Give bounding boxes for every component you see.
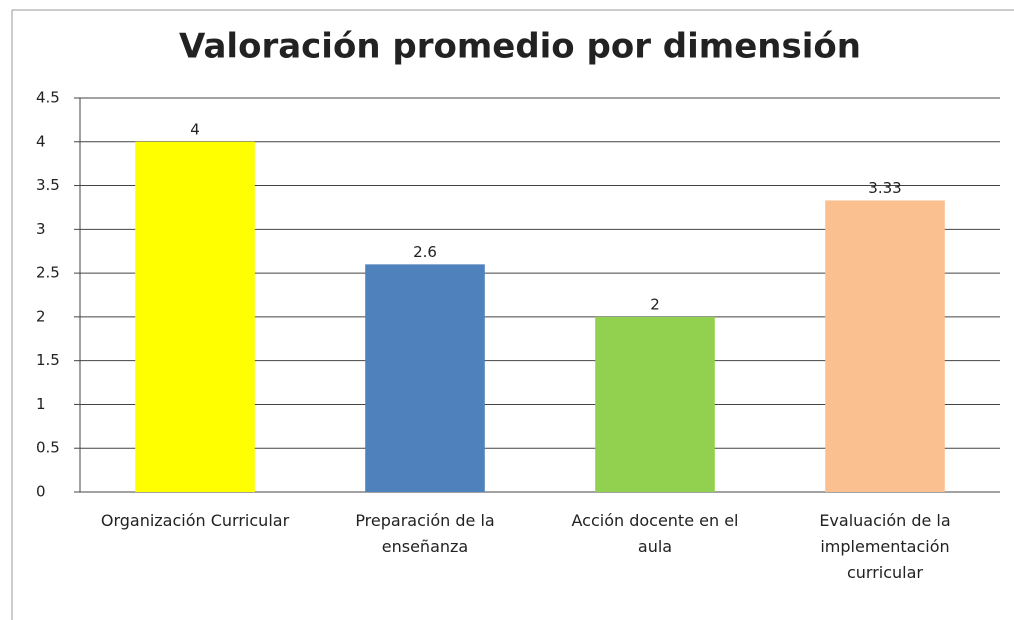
data-label: 2 — [650, 295, 660, 313]
data-label: 2.6 — [413, 243, 437, 261]
x-tick-label: Acción docente en el aula — [571, 511, 739, 556]
y-tick-label: 3 — [36, 220, 46, 238]
y-tick-label: 1.5 — [36, 351, 60, 369]
chart-title: Valoración promedio por dimensión — [179, 27, 861, 67]
y-tick-label: 1 — [36, 395, 46, 413]
y-tick-label: 0.5 — [36, 439, 60, 457]
x-tick-label: Preparación de la enseñanza — [355, 511, 495, 556]
y-tick-label: 4 — [36, 132, 46, 150]
data-label: 3.33 — [868, 179, 901, 197]
y-tick-label: 2.5 — [36, 264, 60, 282]
bar — [135, 141, 255, 492]
y-tick-label: 2 — [36, 307, 46, 325]
x-tick-label: Evaluación de la implementación curricul… — [819, 511, 951, 582]
y-tick-label: 4.5 — [36, 89, 60, 107]
bar — [595, 316, 715, 492]
y-tick-label: 3.5 — [36, 176, 60, 194]
bar — [825, 200, 945, 492]
bar — [365, 264, 485, 492]
y-tick-label: 0 — [36, 483, 46, 501]
x-tick-label: Organización Curricular — [100, 511, 290, 530]
data-label: 4 — [190, 120, 200, 138]
